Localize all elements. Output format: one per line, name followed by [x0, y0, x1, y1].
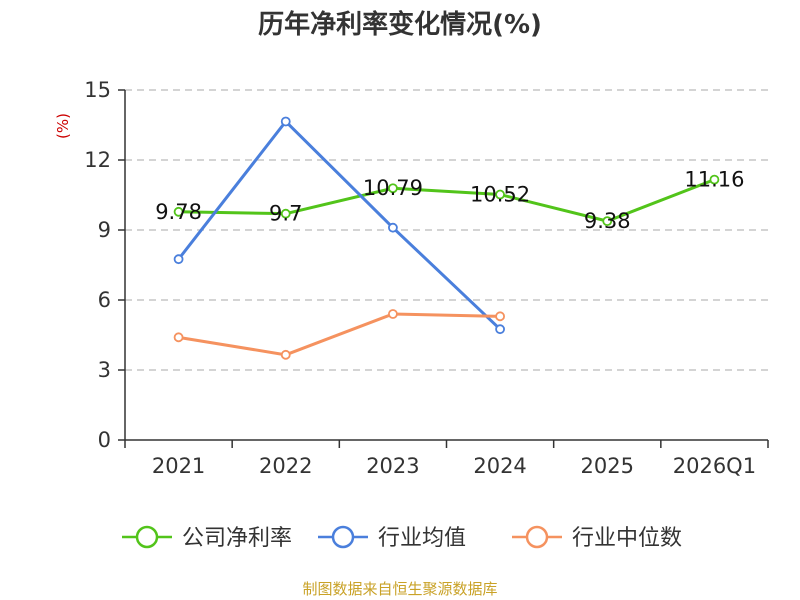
- series-line-2: [178, 312, 501, 357]
- x-tick-label: 2021: [152, 454, 205, 478]
- data-label: 11.16: [684, 168, 744, 192]
- data-point: [173, 206, 184, 217]
- source-note: 制图数据来自恒生聚源数据库: [302, 580, 497, 598]
- data-point: [495, 311, 505, 322]
- legend-item-1: 行业均值: [318, 525, 466, 551]
- data-label: 9.78: [155, 200, 202, 224]
- legend-swatch-marker: [135, 525, 159, 549]
- data-point: [280, 116, 291, 127]
- x-tick-label: 2023: [366, 454, 419, 478]
- y-axis-unit: (%): [54, 113, 72, 139]
- series-lines: [173, 116, 720, 360]
- data-point: [709, 174, 720, 185]
- legend-swatch-marker: [331, 525, 355, 549]
- data-point: [388, 309, 398, 319]
- data-point: [495, 324, 505, 335]
- legend-label: 公司净利率: [182, 526, 292, 551]
- y-tick-label: 12: [84, 148, 111, 172]
- data-label: 9.7: [269, 202, 302, 226]
- data-point: [173, 332, 184, 343]
- y-tick-label: 0: [98, 428, 111, 452]
- y-tick-label: 15: [84, 78, 111, 102]
- x-tick-label: 2025: [581, 454, 634, 478]
- y-tick-label: 6: [98, 288, 111, 312]
- legend-label: 行业均值: [378, 526, 466, 551]
- data-labels: 9.78 9.7 10.79 10.52 9.38 11.16: [155, 168, 744, 234]
- grid-lines: [125, 89, 768, 371]
- legend-label: 行业中位数: [572, 526, 682, 551]
- axes: 0 3 6 9 12 15 2021 2022 2023 2024 2025 2026Q1: [84, 78, 769, 478]
- x-tick-label: 2026Q1: [673, 454, 756, 478]
- legend: 公司净利率 行业均值 行业中位数: [122, 525, 682, 551]
- data-label: 10.52: [470, 183, 530, 207]
- legend-swatch-marker: [525, 525, 549, 549]
- data-point: [388, 222, 398, 233]
- data-point: [602, 216, 613, 227]
- data-point: [495, 189, 505, 200]
- legend-item-2: 行业中位数: [512, 525, 682, 551]
- data-point: [388, 183, 398, 194]
- data-point: [173, 254, 184, 265]
- data-point: [280, 208, 291, 219]
- series-line-0: [178, 178, 715, 223]
- data-label: 9.38: [584, 209, 631, 233]
- x-tick-label: 2022: [259, 454, 312, 478]
- chart-title: 历年净利率变化情况(%): [258, 9, 542, 40]
- data-label: 10.79: [363, 176, 423, 200]
- data-point: [280, 349, 291, 360]
- legend-item-0: 公司净利率: [122, 525, 292, 551]
- x-tick-label: 2024: [473, 454, 526, 478]
- y-tick-label: 3: [98, 358, 111, 382]
- series-line-1: [177, 120, 502, 331]
- y-tick-label: 9: [98, 218, 111, 242]
